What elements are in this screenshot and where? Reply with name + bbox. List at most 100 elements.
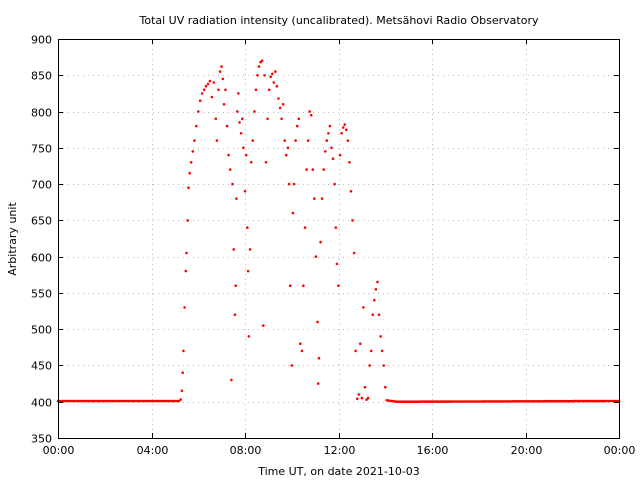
data-point	[215, 139, 219, 142]
data-point	[189, 161, 193, 164]
data-point	[337, 284, 340, 288]
data-point	[338, 153, 342, 157]
data-point	[248, 248, 252, 251]
data-point	[187, 186, 190, 189]
y-tick-label: 450	[31, 360, 52, 373]
x-tick-label: 08:00	[230, 444, 262, 457]
data-point	[225, 124, 229, 128]
data-point	[233, 313, 237, 317]
data-point	[330, 146, 333, 150]
data-point	[186, 219, 189, 222]
x-tick-label: 16:00	[417, 444, 449, 457]
data-point	[200, 92, 204, 95]
data-point	[317, 356, 321, 360]
data-point	[377, 313, 381, 317]
data-point	[316, 382, 320, 385]
data-point	[373, 298, 376, 302]
data-point	[340, 132, 343, 135]
data-point	[180, 389, 184, 393]
data-point	[188, 171, 191, 175]
x-tick-label: 00:00	[43, 444, 75, 457]
data-point	[331, 157, 335, 160]
data-point	[244, 153, 248, 157]
data-point	[227, 153, 230, 157]
data-point	[257, 65, 261, 68]
data-point	[285, 153, 288, 157]
y-tick-label: 700	[31, 179, 52, 192]
data-point	[349, 190, 353, 193]
data-point	[288, 284, 292, 288]
data-point	[351, 219, 354, 222]
data-point	[214, 117, 218, 121]
data-point	[368, 364, 372, 367]
y-tick-label: 650	[31, 215, 52, 228]
data-point	[382, 364, 386, 367]
data-point	[221, 77, 225, 81]
data-point	[193, 139, 196, 142]
y-tick-label: 750	[31, 143, 52, 156]
data-point	[299, 342, 302, 346]
data-point	[334, 226, 338, 229]
data-point	[239, 132, 243, 135]
data-point	[184, 269, 188, 273]
data-point	[371, 313, 375, 317]
data-point	[263, 74, 266, 77]
data-point	[380, 349, 384, 353]
data-point	[231, 182, 234, 186]
data-point	[230, 378, 233, 382]
data-point	[355, 397, 359, 401]
data-point	[360, 396, 364, 400]
data-point	[217, 88, 220, 92]
data-point	[246, 226, 249, 229]
data-point	[308, 110, 312, 113]
data-point	[222, 103, 226, 106]
data-point	[324, 150, 327, 153]
data-point	[314, 255, 318, 258]
data-point	[181, 371, 184, 375]
data-point	[206, 82, 210, 86]
data-point	[363, 385, 367, 389]
data-point	[294, 139, 297, 142]
data-point	[384, 385, 387, 389]
data-point	[295, 124, 299, 128]
data-point	[313, 197, 316, 200]
data-point	[348, 161, 351, 164]
data-point	[316, 320, 319, 324]
data-point	[376, 280, 379, 284]
data-point	[177, 399, 181, 403]
x-tick-label: 20:00	[511, 444, 543, 457]
data-point	[243, 190, 247, 193]
data-point	[232, 248, 235, 251]
data-point	[278, 106, 282, 110]
data-point	[254, 88, 258, 92]
data-point	[271, 72, 274, 76]
y-tick-label: 350	[31, 433, 52, 446]
data-point	[267, 88, 271, 92]
data-point	[322, 168, 326, 171]
data-point	[281, 103, 285, 106]
data-point	[235, 197, 238, 200]
data-point	[320, 197, 324, 200]
data-point	[283, 139, 287, 142]
data-point	[303, 226, 307, 229]
x-tick-label: 04:00	[137, 444, 169, 457]
data-point	[352, 251, 356, 255]
y-tick-label: 500	[31, 324, 52, 337]
tick-labels: 350 400 450 500 550 600 650 700 750 800 850 900 00:0…	[31, 34, 635, 458]
data-point	[182, 349, 185, 353]
data-point	[249, 161, 253, 164]
data-point	[202, 88, 206, 92]
data-point	[309, 113, 313, 117]
data-point	[191, 150, 195, 153]
data-point	[185, 251, 188, 255]
data-point	[275, 84, 279, 88]
data-point	[228, 168, 232, 171]
data-point	[238, 121, 241, 124]
data-point	[286, 146, 290, 150]
data-point	[246, 269, 250, 273]
data-point	[346, 139, 350, 142]
data-point	[345, 128, 348, 131]
data-point	[210, 95, 214, 99]
data-point	[374, 288, 378, 291]
